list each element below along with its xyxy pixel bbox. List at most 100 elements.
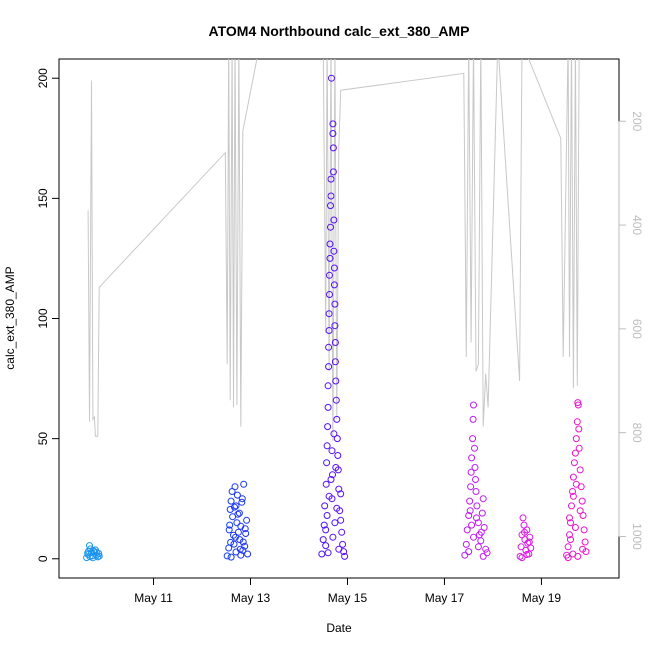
data-point [569, 488, 576, 495]
data-point [322, 480, 330, 488]
line-series-path [87, 59, 580, 442]
data-point [244, 550, 252, 558]
data-point [472, 488, 480, 495]
y-tick-label: 100 [36, 308, 50, 328]
data-point [326, 271, 333, 279]
data-point [326, 254, 334, 262]
data-point [463, 526, 471, 534]
data-point [465, 548, 473, 556]
data-point [581, 538, 589, 546]
data-point [469, 435, 477, 443]
data-point [462, 540, 470, 548]
data-point [521, 528, 528, 536]
x-axis: May 11 May 13 May 15 May 17 May 19 [134, 577, 562, 605]
data-point [327, 223, 334, 231]
data-point [479, 552, 487, 560]
data-point [233, 491, 241, 499]
x-tick-label: May 15 [328, 591, 368, 605]
data-point [225, 526, 233, 534]
data-point [523, 526, 531, 534]
data-point [564, 554, 572, 562]
data-point [570, 459, 578, 467]
data-point [335, 485, 343, 493]
data-point [236, 545, 244, 553]
data-point [233, 519, 241, 527]
right-y-tick-label: 600 [630, 319, 644, 339]
data-point [333, 435, 341, 443]
data-point [483, 549, 491, 557]
data-point [329, 533, 337, 541]
x-tick-label: May 19 [522, 591, 562, 605]
data-point [576, 466, 584, 474]
data-point [334, 452, 342, 459]
data-point [332, 396, 340, 404]
data-point [330, 430, 338, 438]
data-point [527, 544, 535, 552]
data-point [322, 526, 330, 534]
data-point [572, 435, 580, 443]
right-y-tick-label: 200 [630, 111, 644, 131]
data-point [523, 551, 531, 558]
data-point [574, 401, 582, 409]
data-point [325, 343, 333, 351]
data-point [468, 521, 476, 529]
data-point [469, 415, 477, 423]
data-point [329, 471, 336, 479]
data-point [517, 543, 525, 551]
data-point [479, 495, 487, 503]
data-point [569, 492, 577, 500]
data-point [470, 533, 477, 541]
data-point [330, 264, 338, 272]
data-point [321, 502, 329, 510]
data-point [568, 502, 575, 510]
data-point [325, 327, 333, 334]
data-point [461, 551, 469, 559]
data-point [324, 403, 332, 411]
data-point [575, 444, 583, 452]
data-point [467, 468, 475, 476]
data-point [571, 524, 579, 531]
data-point [567, 536, 574, 544]
data-point [566, 531, 573, 539]
data-point [329, 168, 337, 176]
data-point [331, 300, 339, 308]
data-point [339, 540, 347, 548]
data-point [232, 502, 240, 510]
data-point [241, 525, 249, 533]
data-point [239, 538, 247, 546]
scatter-points [83, 74, 590, 562]
data-point [227, 553, 235, 561]
data-point [319, 536, 327, 544]
data-point [337, 490, 345, 498]
data-point [93, 548, 101, 556]
data-point [477, 537, 485, 545]
data-point [242, 530, 250, 537]
data-point [324, 549, 332, 557]
data-point [328, 447, 336, 455]
data-point [323, 459, 331, 467]
data-point [525, 538, 533, 546]
right-y-tick-label: 400 [630, 215, 644, 235]
data-point [331, 339, 339, 346]
y-tick-label: 0 [36, 555, 50, 562]
data-point [477, 528, 485, 536]
data-point [327, 175, 335, 183]
x-tick-label: May 13 [231, 591, 271, 605]
data-point [330, 247, 338, 255]
data-point [230, 540, 238, 548]
data-point [325, 363, 333, 371]
data-point [234, 510, 242, 518]
data-point [95, 552, 103, 560]
data-point [327, 192, 335, 200]
data-point [578, 497, 586, 505]
data-point [320, 521, 328, 529]
data-point [324, 423, 332, 431]
data-point [324, 382, 332, 390]
data-point [519, 514, 527, 522]
data-point [329, 130, 337, 137]
data-point [86, 553, 94, 561]
data-point [471, 444, 478, 452]
data-point [333, 415, 341, 423]
data-point [467, 483, 475, 491]
data-point [341, 552, 349, 560]
